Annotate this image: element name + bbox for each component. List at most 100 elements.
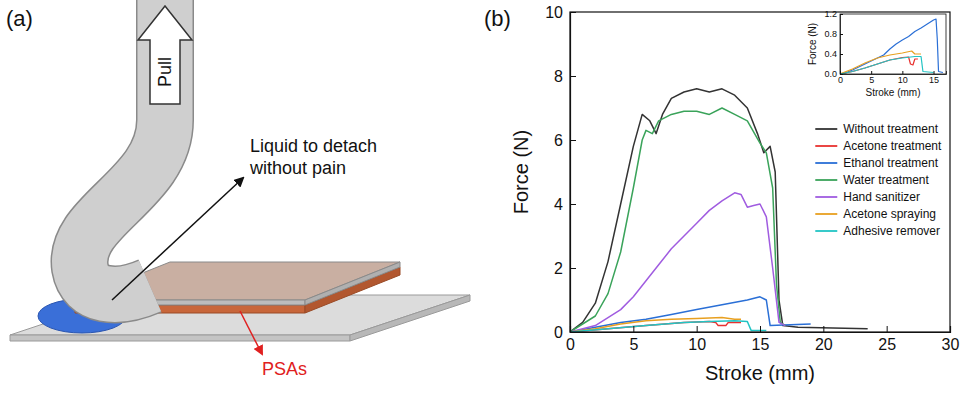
- legend-label: Adhesive remover: [843, 224, 940, 238]
- legend-item: Acetone spraying: [815, 207, 936, 221]
- x-tick-mark: [950, 326, 951, 332]
- liquid-label: Liquid to detach: [250, 136, 377, 156]
- x-tick-mark: [934, 71, 935, 74]
- chart-1: 0510150.00.40.81.2Stroke (mm)Force (N): [807, 9, 947, 98]
- y-tick-label: 0: [554, 324, 563, 341]
- figure: PullLiquid to detachwithout painPSAs(a)0…: [0, 0, 974, 393]
- data-line: [840, 57, 934, 75]
- y-tick-label: 8: [554, 68, 563, 85]
- y-tick: 8: [554, 68, 576, 85]
- y-tick-mark: [840, 14, 843, 15]
- y-axis-title: Force (N): [510, 130, 532, 214]
- data-line: [840, 19, 943, 74]
- data-line: [570, 89, 868, 332]
- x-tick-label: 25: [878, 336, 896, 353]
- x-tick: 5: [869, 71, 874, 85]
- x-axis-title: Stroke (mm): [866, 87, 921, 98]
- legend-swatch: [815, 196, 837, 198]
- x-tick-label: 10: [688, 336, 706, 353]
- y-tick-mark: [570, 12, 576, 13]
- x-axis-line: [571, 326, 951, 333]
- legend-label: Ethanol treatment: [843, 156, 938, 170]
- base-slide-side: [350, 295, 470, 341]
- data-line: [570, 193, 785, 332]
- y-tick-label: 0.8: [824, 29, 837, 39]
- x-tick-mark: [633, 326, 634, 332]
- y-tick: 1.2: [824, 9, 843, 19]
- legend-label: Water treatment: [843, 173, 929, 187]
- y-tick-label: 4: [554, 196, 563, 213]
- x-tick-label: 15: [752, 336, 770, 353]
- legend-label: Acetone treatment: [843, 139, 942, 153]
- legend-label: Acetone spraying: [843, 207, 936, 221]
- legend-swatch: [815, 213, 837, 215]
- panel-label: (b): [484, 6, 511, 31]
- liquid-pointer: [112, 178, 243, 300]
- x-tick: 15: [929, 71, 939, 85]
- legend-swatch: [815, 179, 837, 181]
- panel-label: (a): [6, 6, 33, 31]
- legend-item: Without treatment: [815, 122, 938, 136]
- y-axis-line: [571, 13, 577, 333]
- y-tick: 0.8: [824, 29, 843, 39]
- legend-item: Acetone treatment: [815, 139, 942, 153]
- plot-area: [840, 19, 943, 74]
- y-axis: 0 2 4 6 8 10: [545, 4, 576, 341]
- legend: Without treatment Acetone treatment Ethano…: [815, 122, 942, 238]
- y-tick-mark: [570, 204, 576, 205]
- x-tick-mark: [902, 71, 903, 74]
- x-axis-title: Stroke (mm): [705, 362, 815, 384]
- data-line: [570, 297, 811, 332]
- x-tick-mark: [823, 326, 824, 332]
- x-tick: 10: [688, 326, 706, 353]
- legend-label: Hand sanitizer: [843, 190, 920, 204]
- y-tick-label: 2: [554, 260, 563, 277]
- x-tick: 10: [898, 71, 908, 85]
- y-tick-label: 6: [554, 132, 563, 149]
- y-tick: 10: [545, 4, 576, 21]
- x-tick-label: 30: [942, 336, 960, 353]
- y-tick-label: 1.2: [824, 9, 837, 19]
- y-axis: 0.00.40.81.2: [824, 9, 843, 79]
- psa-label: PSAs: [262, 359, 307, 379]
- plate-side: [305, 262, 400, 305]
- legend-swatch: [815, 145, 837, 147]
- data-line: [570, 108, 785, 332]
- x-tick-label: 0: [566, 336, 575, 353]
- plot-frame: [840, 14, 946, 74]
- y-tick-mark: [570, 332, 576, 333]
- legend-item: Ethanol treatment: [815, 156, 938, 170]
- x-tick-mark: [887, 326, 888, 332]
- pull-arrow: [138, 6, 192, 104]
- x-tick-mark: [871, 71, 872, 74]
- y-tick-mark: [840, 54, 843, 55]
- x-tick: 5: [629, 326, 638, 353]
- panel-a: PullLiquid to detachwithout painPSAs(a): [6, 0, 470, 379]
- x-axis: 0 5 10 15 20 25 30: [566, 326, 959, 353]
- legend-label: Without treatment: [843, 122, 938, 136]
- y-tick-label: 0.0: [824, 69, 837, 79]
- y-axis-line: [841, 15, 844, 75]
- legend-item: Water treatment: [815, 173, 929, 187]
- legend-item: Adhesive remover: [815, 224, 940, 238]
- x-axis-line: [841, 71, 947, 75]
- x-tick: 30: [942, 326, 960, 353]
- x-tick-label: 0: [838, 75, 843, 85]
- data-line: [570, 321, 766, 332]
- y-tick-mark: [570, 76, 576, 77]
- x-tick-label: 5: [629, 336, 638, 353]
- y-tick-mark: [840, 34, 843, 35]
- legend-swatch: [815, 230, 837, 232]
- y-tick: 6: [554, 132, 576, 149]
- psa-pointer: [240, 311, 262, 354]
- x-tick-label: 10: [898, 75, 908, 85]
- x-tick-label: 15: [929, 75, 939, 85]
- y-tick: 2: [554, 260, 576, 277]
- x-tick-label: 5: [869, 75, 874, 85]
- y-tick: 4: [554, 196, 576, 213]
- x-tick: 15: [752, 326, 770, 353]
- y-axis-title: Force (N): [807, 23, 818, 65]
- base-slide-front: [10, 335, 350, 341]
- x-tick-label: 20: [815, 336, 833, 353]
- y-tick: 0.0: [824, 69, 843, 79]
